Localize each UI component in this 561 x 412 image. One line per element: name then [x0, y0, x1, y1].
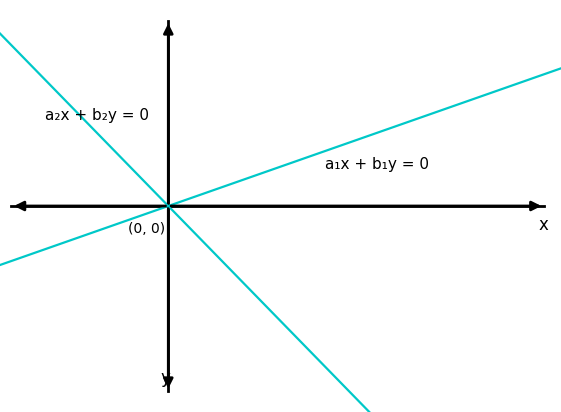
Text: y: y: [160, 369, 171, 387]
Text: (0, 0): (0, 0): [128, 222, 165, 236]
Text: x: x: [539, 215, 549, 234]
Text: a₂x + b₂y = 0: a₂x + b₂y = 0: [45, 108, 149, 123]
Text: a₁x + b₁y = 0: a₁x + b₁y = 0: [325, 157, 429, 172]
